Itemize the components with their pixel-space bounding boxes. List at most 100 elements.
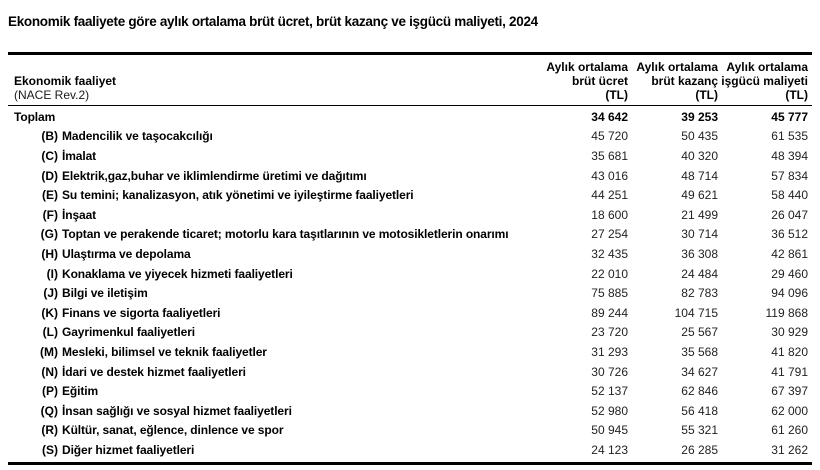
cell-value: 61 260	[771, 423, 808, 438]
cell-value: 26 047	[771, 207, 808, 222]
cell-value: 41 820	[771, 344, 808, 359]
cell-value: 26 285	[681, 442, 718, 457]
cell-value: 36 308	[681, 246, 718, 261]
cell-value: 23 720	[591, 325, 628, 340]
row-label: Finans ve sigorta faaliyetleri	[62, 305, 221, 320]
cell-value: 34 627	[681, 364, 718, 379]
cell-value: 89 244	[591, 305, 628, 320]
table-header: Ekonomik faaliyet (NACE Rev.2) Aylık ort…	[8, 55, 812, 106]
cell-value: 31 293	[591, 344, 628, 359]
row-label: İmalat	[62, 148, 97, 163]
column-header-line: Aylık ortalama	[726, 60, 808, 74]
row-code: (G)	[40, 227, 58, 242]
row-header-subtitle: (NACE Rev.2)	[14, 88, 90, 102]
table-row: (P) Eğitim 52 137 62 846 67 397	[8, 381, 812, 401]
row-label: Kültür, sanat, eğlence, dinlence ve spor	[62, 423, 284, 438]
cell-value: 55 321	[681, 423, 718, 438]
row-label: Eğitim	[62, 384, 99, 399]
row-code: (J)	[43, 286, 58, 301]
cell-value: 48 714	[681, 168, 718, 183]
table-row: (I) Konaklama ve yiyecek hizmeti faaliye…	[8, 264, 812, 284]
row-code: (K)	[41, 305, 58, 320]
cell-value: 49 621	[681, 188, 718, 203]
table-row: (L) Gayrimenkul faaliyetleri 23 720 25 5…	[8, 323, 812, 343]
cell-value: 48 394	[771, 148, 808, 163]
table-row: Toplam 34 642 39 253 45 777	[8, 107, 812, 127]
table-row: (N) İdari ve destek hizmet faaliyetleri …	[8, 362, 812, 382]
row-code: (I)	[46, 266, 58, 281]
cell-value: 82 783	[681, 286, 718, 301]
row-header-title: Ekonomik faaliyet	[14, 74, 117, 88]
row-code: (R)	[41, 423, 58, 438]
column-header-isgucu-maliyeti: Aylık ortalama işgücü maliyeti (TL)	[718, 60, 808, 102]
row-label: Madencilik ve taşocakcılığı	[62, 129, 213, 144]
cell-value: 36 512	[771, 227, 808, 242]
column-header-line: (TL)	[605, 88, 628, 102]
row-code: (N)	[41, 364, 58, 379]
row-label: Su temini; kanalizasyon, atık yönetimi v…	[62, 188, 414, 203]
cell-value: 21 499	[681, 207, 718, 222]
cell-value: 40 320	[681, 148, 718, 163]
cell-value: 52 137	[591, 384, 628, 399]
cell-value: 57 834	[771, 168, 808, 183]
cell-value: 75 885	[591, 286, 628, 301]
cell-value: 61 535	[771, 129, 808, 144]
cell-value: 18 600	[591, 207, 628, 222]
cell-value: 39 253	[681, 109, 718, 124]
row-label: İnsan sağlığı ve sosyal hizmet faaliyetl…	[62, 403, 292, 418]
row-code: (E)	[42, 188, 58, 203]
cell-value: 58 440	[771, 188, 808, 203]
cell-value: 32 435	[591, 246, 628, 261]
row-label: İnşaat	[62, 207, 97, 222]
cell-value: 25 567	[681, 325, 718, 340]
cell-value: 27 254	[591, 227, 628, 242]
cell-value: 35 681	[591, 148, 628, 163]
cell-value: 29 460	[771, 266, 808, 281]
column-header-line: brüt ücret	[571, 74, 628, 88]
cell-value: 104 715	[674, 305, 718, 320]
row-code: (D)	[41, 168, 58, 183]
cell-value: 50 945	[591, 423, 628, 438]
row-label: Ulaştırma ve depolama	[62, 246, 191, 261]
statistics-table: Ekonomik faaliyet (NACE Rev.2) Aylık ort…	[8, 52, 812, 465]
cell-value: 44 251	[591, 188, 628, 203]
cell-value: 30 929	[771, 325, 808, 340]
row-label: Konaklama ve yiyecek hizmeti faaliyetler…	[62, 266, 293, 281]
column-header-line: brüt kazanç	[651, 74, 718, 88]
cell-value: 24 123	[591, 442, 628, 457]
column-header-brut-ucret: Aylık ortalama brüt ücret (TL)	[538, 60, 628, 102]
table-row: (Q) İnsan sağlığı ve sosyal hizmet faali…	[8, 401, 812, 421]
cell-value: 50 435	[681, 129, 718, 144]
cell-value: 56 418	[681, 403, 718, 418]
cell-value: 43 016	[591, 168, 628, 183]
cell-value: 41 791	[771, 364, 808, 379]
row-code: (F)	[42, 207, 58, 222]
cell-value: 22 010	[591, 266, 628, 281]
cell-value: 35 568	[681, 344, 718, 359]
table-row: (F) İnşaat 18 600 21 499 26 047	[8, 205, 812, 225]
row-code: (H)	[41, 246, 58, 261]
row-label: Bilgi ve iletişim	[62, 286, 148, 301]
cell-value: 62 846	[681, 384, 718, 399]
cell-value: 34 642	[591, 109, 628, 124]
cell-value: 94 096	[771, 286, 808, 301]
column-header-line: (TL)	[695, 88, 718, 102]
cell-value: 30 714	[681, 227, 718, 242]
table-row: (S) Diğer hizmet faaliyetleri 24 123 26 …	[8, 440, 812, 460]
row-label: Toptan ve perakende ticaret; motorlu kar…	[62, 227, 509, 242]
column-header-line: (TL)	[785, 88, 808, 102]
table-row: (D) Elektrik,gaz,buhar ve iklimlendirme …	[8, 166, 812, 186]
table-row: (K) Finans ve sigorta faaliyetleri 89 24…	[8, 303, 812, 323]
cell-value: 52 980	[591, 403, 628, 418]
table-row: (R) Kültür, sanat, eğlence, dinlence ve …	[8, 421, 812, 441]
page-title: Ekonomik faaliyete göre aylık ortalama b…	[8, 14, 538, 30]
table-row: (J) Bilgi ve iletişim 75 885 82 783 94 0…	[8, 283, 812, 303]
cell-value: 45 777	[771, 109, 808, 124]
cell-value: 119 868	[765, 305, 809, 320]
table-body: Toplam 34 642 39 253 45 777 (B) Madencil…	[8, 106, 812, 462]
row-label: İdari ve destek hizmet faaliyetleri	[62, 364, 246, 379]
row-code: (L)	[42, 325, 58, 340]
table-row: (B) Madencilik ve taşocakcılığı 45 720 5…	[8, 127, 812, 147]
row-label: Mesleki, bilimsel ve teknik faaliyetler	[62, 344, 267, 359]
table-row: (H) Ulaştırma ve depolama 32 435 36 308 …	[8, 244, 812, 264]
